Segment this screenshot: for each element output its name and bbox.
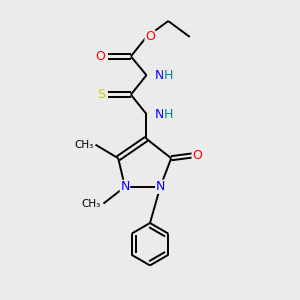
Text: N: N [156, 180, 165, 193]
Text: O: O [95, 50, 105, 63]
Text: N: N [155, 108, 164, 121]
Text: N: N [120, 180, 130, 193]
Text: S: S [97, 88, 105, 101]
Text: O: O [145, 30, 155, 44]
Text: H: H [164, 69, 173, 82]
Text: H: H [164, 108, 173, 121]
Text: CH₃: CH₃ [74, 140, 93, 150]
Text: O: O [192, 149, 202, 162]
Text: CH₃: CH₃ [82, 199, 101, 208]
Text: N: N [155, 69, 164, 82]
